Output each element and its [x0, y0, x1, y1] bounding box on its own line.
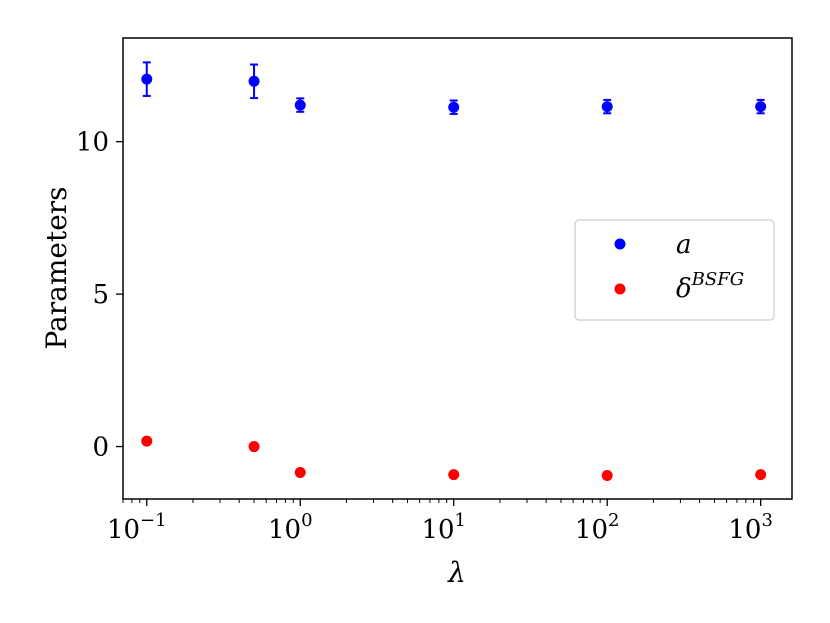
x-tick-label: 103	[728, 510, 773, 545]
data-point	[448, 469, 460, 481]
series-a	[141, 61, 767, 115]
x-tick-label: 10−1	[107, 510, 167, 545]
tick-labels: 10−1 100 101 102 103 0 5 10	[76, 128, 773, 545]
legend-label-delta: δBSFG	[676, 269, 744, 304]
x-tick-label: 102	[575, 510, 620, 545]
legend-marker-a	[614, 238, 626, 250]
legend-label-delta-sup: BSFG	[691, 269, 744, 290]
data-point	[248, 441, 260, 453]
data-point	[141, 435, 153, 447]
data-point	[294, 466, 306, 478]
series-delta-bsfg	[141, 435, 767, 482]
y-axis-label: Parameters	[40, 186, 73, 349]
legend-marker-delta	[614, 283, 626, 295]
data-point	[448, 101, 460, 113]
y-tick-label: 0	[92, 433, 109, 463]
legend: a δBSFG	[574, 219, 775, 321]
data-point	[601, 101, 613, 113]
data-point	[248, 75, 260, 87]
data-point	[141, 73, 153, 85]
data-point	[294, 99, 306, 111]
plot-frame	[122, 37, 793, 500]
x-tick-label: 100	[268, 510, 313, 545]
x-tick-label: 101	[421, 510, 466, 545]
data-series	[141, 61, 767, 482]
y-tick-label: 5	[92, 280, 109, 310]
legend-label-delta-main: δ	[676, 274, 692, 304]
x-axis-label: λ	[447, 556, 466, 589]
y-tick-label: 10	[76, 128, 109, 158]
data-point	[755, 101, 767, 113]
legend-frame	[574, 219, 775, 321]
data-point	[755, 469, 767, 481]
data-point	[601, 470, 613, 482]
axis-ticks	[116, 141, 762, 506]
legend-label-a: a	[676, 230, 692, 260]
